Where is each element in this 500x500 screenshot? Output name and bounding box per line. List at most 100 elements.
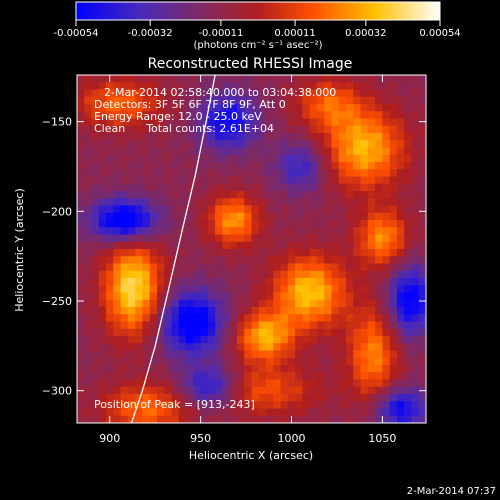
heatmap-cell [156,125,165,134]
heatmap-cell [258,285,267,294]
heatmap-cell [156,191,165,199]
heatmap-cell [353,285,362,294]
heatmap-cell [382,96,391,105]
heatmap-cell [193,270,202,279]
heatmap-cell [331,415,340,423]
heatmap-cell [222,104,231,112]
heatmap-cell [222,328,231,337]
timestamp: 2-Mar-2014 07:37 [407,486,496,497]
heatmap-cell [404,205,413,214]
heatmap-cell [106,191,114,199]
heatmap-cell [382,118,391,127]
heatmap-cell [302,401,311,410]
heatmap-cell [360,125,369,134]
heatmap-cell [309,169,318,178]
heatmap-cell [251,408,260,417]
heatmap-cell [338,125,347,134]
heatmap-cell [127,285,136,294]
heatmap-cell [142,133,151,141]
heatmap-cell [404,263,413,272]
heatmap-cell [106,104,114,112]
heatmap-cell [389,394,398,402]
heatmap-cell [273,140,282,149]
colorbar-tick-label: -0.00054 [54,28,99,39]
heatmap-cell [389,350,398,359]
heatmap-cell [98,176,107,185]
heatmap-cell [382,321,391,330]
heatmap-cell [404,299,413,308]
heatmap-cell [273,314,282,323]
heatmap-cell [84,307,93,315]
heatmap-cell [258,133,267,141]
heatmap-cell [164,133,173,141]
heatmap-cell [178,111,187,120]
heatmap-cell [316,401,325,410]
heatmap-cell [411,365,420,373]
heatmap-cell [382,270,391,279]
heatmap-cell [389,256,398,265]
heatmap-cell [229,118,238,127]
heatmap-cell [331,140,340,149]
heatmap-cell [215,205,224,214]
heatmap-cell [316,285,325,294]
heatmap-cell [411,415,420,423]
heatmap-cell [142,336,151,344]
heatmap-cell [382,386,391,395]
heatmap-cell [222,162,231,170]
heatmap-cell [316,191,325,199]
heatmap-cell [396,365,405,373]
heatmap-cell [353,394,362,402]
heatmap-cell [236,394,245,402]
heatmap-cell [251,227,260,236]
heatmap-cell [346,118,354,127]
heatmap-cell [382,162,391,170]
heatmap-cell [324,75,333,83]
heatmap-cell [156,408,165,417]
heatmap-cell [149,336,158,344]
heatmap-cell [156,133,165,141]
heatmap-cell [215,154,224,163]
heatmap-cell [156,386,165,395]
heatmap-cell [258,314,267,323]
heatmap-cell [156,183,165,192]
heatmap-cell [106,140,114,149]
heatmap-cell [186,365,194,373]
heatmap-cell [106,292,114,301]
heatmap-cell [106,212,114,221]
heatmap-cell [389,111,398,120]
heatmap-cell [266,307,274,315]
heatmap-cell [98,220,107,228]
heatmap-cell [360,75,369,83]
heatmap-cell [127,227,136,236]
heatmap-cell [149,140,158,149]
heatmap-cell [193,263,202,272]
heatmap-cell [178,328,187,337]
heatmap-cell [200,365,209,373]
heatmap-cell [171,96,180,105]
heatmap-cell [266,162,274,170]
heatmap-cell [309,104,318,112]
heatmap-cell [207,125,216,134]
heatmap-cell [91,176,100,185]
heatmap-cell [287,285,296,294]
heatmap-cell [353,198,362,207]
heatmap-cell [98,256,107,265]
heatmap-cell [266,154,274,163]
heatmap-cell [251,256,260,265]
heatmap-cell [193,169,202,178]
heatmap-cell [375,292,383,301]
heatmap-cell [171,133,180,141]
heatmap-cell [280,111,289,120]
heatmap-cell [375,198,383,207]
heatmap-cell [251,89,260,98]
heatmap-cell [186,212,194,221]
heatmap-cell [273,372,282,381]
heatmap-cell [338,220,347,228]
heatmap-cell [236,379,245,388]
heatmap-cell [367,394,376,402]
heatmap-cell [324,241,333,250]
heatmap-cell [135,372,144,381]
heatmap-cell [186,205,194,214]
heatmap-cell [302,292,311,301]
heatmap-cell [84,365,93,373]
